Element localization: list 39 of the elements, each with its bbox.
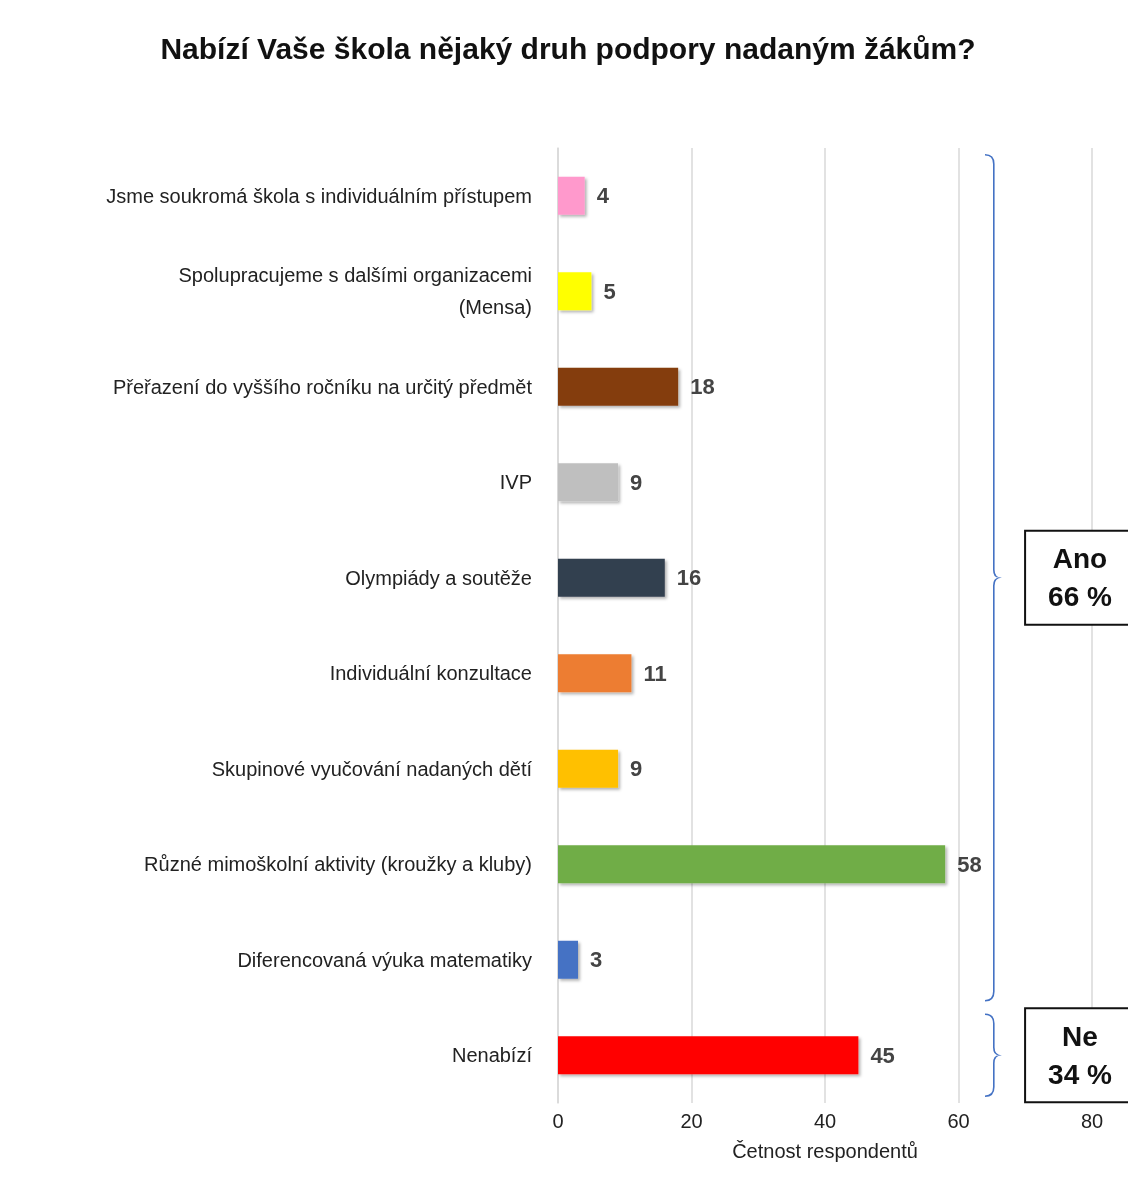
- data-label: 5: [603, 278, 616, 304]
- annotation: Ne 34 %: [1048, 1020, 1113, 1090]
- x-tick-label: 80: [1080, 1110, 1104, 1132]
- data-label: 58: [957, 851, 982, 877]
- y-tick-label: Spolupracujeme s dalšími organizacemi (Mensa): [178, 264, 532, 319]
- y-tick-label: Přeřazení do vyššího ročníku na určitý předmět: [112, 375, 533, 398]
- data-label: 4: [596, 183, 610, 209]
- bar: [558, 272, 592, 311]
- y-tick-label: IVP: [499, 471, 532, 494]
- bar: [558, 558, 665, 597]
- bar: [558, 749, 619, 788]
- bar: [558, 176, 585, 215]
- x-tick-label: 60: [947, 1110, 970, 1132]
- data-label: 18: [690, 374, 715, 400]
- bar: [558, 940, 579, 979]
- x-axis-title: Četnost respondentů: [732, 1140, 918, 1162]
- x-tick-label: 20: [680, 1110, 703, 1132]
- data-label: 45: [870, 1042, 895, 1068]
- bar: [558, 463, 619, 502]
- x-tick-label: 40: [813, 1110, 837, 1132]
- y-tick-label: Různé mimoškolní aktivity (kroužky a kluby): [144, 853, 532, 876]
- data-label: 9: [630, 469, 643, 495]
- y-tick-label: Nenabízí: [451, 1044, 533, 1067]
- annotation: Ano 66 %: [1048, 543, 1113, 613]
- bar: [558, 1036, 859, 1075]
- bar: [558, 654, 632, 693]
- y-tick-label: Jsme soukromá škola s individuálním přístupem: [106, 184, 532, 207]
- data-label: 3: [590, 947, 603, 973]
- bar: [558, 367, 679, 406]
- data-label: 16: [676, 565, 702, 591]
- y-tick-label: Olympiády a soutěže: [345, 566, 532, 589]
- y-tick-label: Diferencovaná výuka matematiky: [237, 948, 532, 971]
- data-label: 9: [630, 756, 643, 782]
- bar: [558, 845, 946, 884]
- y-tick-label: Skupinové vyučování nadaných dětí: [211, 757, 533, 780]
- x-tick-label: 0: [552, 1110, 564, 1132]
- data-label: 11: [643, 660, 667, 686]
- y-tick-label: Individuální konzultace: [329, 662, 532, 685]
- chart-title: Nabízí Vaše škola nějaký druh podpory nadaným žákům?: [160, 31, 976, 65]
